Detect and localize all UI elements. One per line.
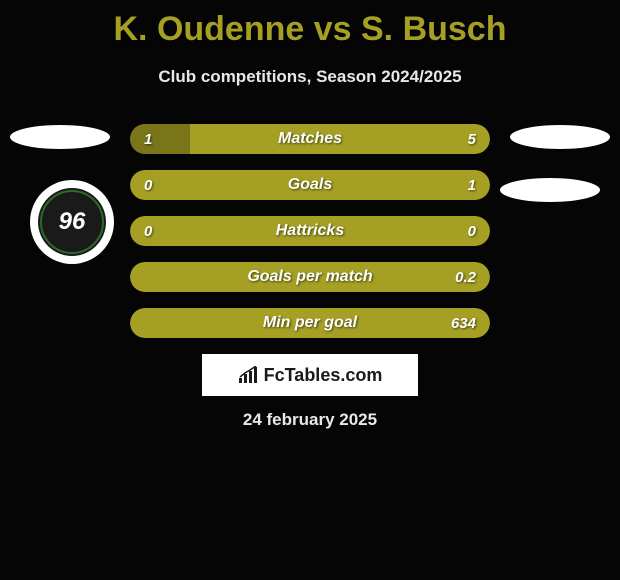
stat-row: Min per goal634 — [130, 308, 490, 338]
stat-right-value: 1 — [468, 170, 476, 200]
stat-right-value: 0 — [468, 216, 476, 246]
stats-bars-container: 1Matches50Goals10Hattricks0Goals per mat… — [130, 124, 490, 354]
stat-right-value: 0.2 — [455, 262, 476, 292]
left-team-badge-inner: 96 — [38, 188, 106, 256]
left-team-logo-2: 96 — [30, 180, 114, 264]
stat-row: Goals per match0.2 — [130, 262, 490, 292]
stat-label: Goals — [130, 170, 490, 200]
right-team-logo-2 — [500, 178, 600, 202]
stat-right-value: 634 — [451, 308, 476, 338]
watermark: FcTables.com — [202, 354, 418, 396]
stat-row: 0Goals1 — [130, 170, 490, 200]
watermark-text: FcTables.com — [264, 365, 383, 386]
stat-label: Matches — [130, 124, 490, 154]
stat-right-value: 5 — [468, 124, 476, 154]
page-title: K. Oudenne vs S. Busch — [0, 0, 620, 49]
chart-icon — [238, 366, 260, 384]
stat-row: 0Hattricks0 — [130, 216, 490, 246]
left-team-badge-number: 96 — [59, 208, 86, 236]
date-label: 24 february 2025 — [0, 410, 620, 430]
page-subtitle: Club competitions, Season 2024/2025 — [0, 67, 620, 87]
left-team-logo-1 — [10, 125, 110, 149]
stat-label: Min per goal — [130, 308, 490, 338]
right-team-logo-1 — [510, 125, 610, 149]
stat-label: Goals per match — [130, 262, 490, 292]
stat-row: 1Matches5 — [130, 124, 490, 154]
stat-label: Hattricks — [130, 216, 490, 246]
